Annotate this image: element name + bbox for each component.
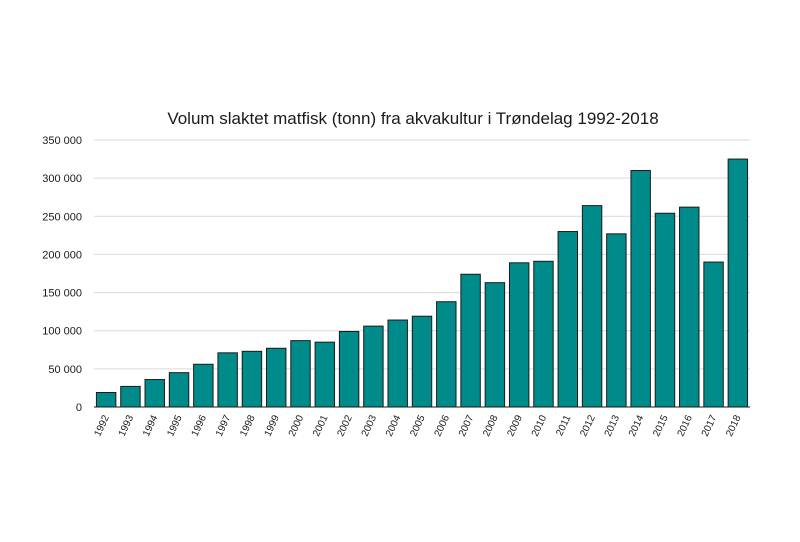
x-tick-label: 2004 [384,413,404,438]
y-tick-label: 200 000 [42,249,82,261]
bar-2008 [484,282,506,408]
bar-2004 [387,319,408,408]
bar-1993 [120,385,141,408]
x-tick-label: 2006 [433,413,453,438]
y-tick-label: 50 000 [48,364,82,376]
x-tick-label: 1997 [214,413,234,438]
gridlines [94,139,750,370]
x-tick-label: 2018 [724,413,744,438]
x-tick-label: 2001 [311,413,331,438]
bar-2007 [460,273,481,408]
x-tick-label: 2002 [335,413,355,438]
x-tick-label: 2010 [530,413,550,438]
x-tick-label: 2003 [360,413,380,438]
bar-2010 [533,260,554,408]
x-tick-label: 2013 [603,413,623,438]
x-tick-label: 1999 [263,413,283,438]
bar-1992 [95,392,117,408]
x-axis-ticks: 1992 1993 1994 1995 1996 1997 1998 1999 2000 2001… [92,413,743,438]
y-tick-label: 100 000 [42,326,82,338]
x-tick-label: 1995 [165,413,185,438]
bar-1996 [193,363,214,408]
x-tick-label: 2017 [700,413,720,438]
x-tick-label: 2000 [287,413,307,438]
x-tick-label: 2005 [408,413,428,438]
x-tick-label: 2007 [457,413,477,438]
bar-2006 [436,301,457,408]
bar-2016 [679,206,700,408]
x-tick-label: 1998 [238,413,258,438]
y-axis-ticks: 0 50 000 100 000 150 000 200 000 250 000 300 0… [42,135,82,414]
bar-2003 [363,325,384,408]
bar-2012 [581,205,603,408]
y-tick-label: 150 000 [42,288,82,300]
bar-2015 [654,212,676,408]
x-tick-label: 1994 [141,413,161,438]
bar-2011 [557,231,578,408]
x-tick-label: 2015 [651,413,671,438]
x-tick-label: 2012 [578,413,598,438]
bar-2000 [290,340,311,408]
bar-2009 [508,262,530,408]
chart-title: Volum slaktet matfisk (tonn) fra akvakul… [167,109,658,128]
y-tick-label: 0 [76,402,82,414]
bar-2014 [630,170,651,408]
bar-2001 [314,341,336,408]
x-tick-label: 2014 [627,413,647,438]
y-tick-label: 250 000 [42,211,82,223]
x-tick-label: 1993 [117,413,137,438]
y-tick-label: 350 000 [42,135,82,147]
bar-2005 [411,315,433,408]
x-tick-label: 2011 [554,413,573,438]
bar-2002 [338,330,360,408]
x-tick-label: 2009 [506,413,526,438]
y-tick-label: 300 000 [42,173,82,185]
bar-1995 [168,372,190,408]
bar-1997 [217,352,238,408]
bar-1994 [144,379,165,408]
x-tick-label: 2008 [481,413,501,438]
bar-2017 [703,261,724,408]
bars [95,158,749,408]
bar-2018 [727,158,749,408]
x-tick-label: 1996 [190,413,210,438]
x-tick-label: 2016 [676,413,696,438]
x-tick-label: 1992 [92,413,112,438]
bar-1998 [241,350,263,408]
bar-1999 [266,347,287,408]
bar-2013 [606,233,627,408]
